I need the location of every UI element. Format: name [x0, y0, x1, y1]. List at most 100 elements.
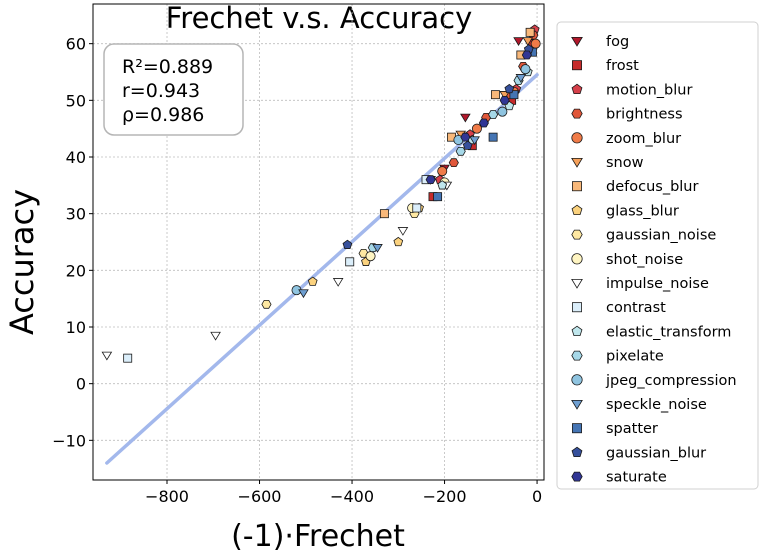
legend-item-speckle-noise: speckle_noise — [571, 397, 707, 413]
legend-item-fog: fog — [571, 34, 629, 50]
legend-item-glass-blur: glass_blur — [571, 203, 679, 219]
data-point-contrast — [345, 257, 355, 267]
data-point-speckle-noise — [372, 244, 383, 253]
data-point-zoom-blur — [437, 166, 448, 177]
y-axis-label: Accuracy — [3, 189, 41, 335]
chart-title: Frechet v.s. Accuracy — [166, 1, 473, 35]
x-ticks: −800 −600 −400 −200 0 — [145, 480, 542, 506]
legend-label-defocus-blur: defocus_blur — [606, 179, 698, 195]
legend-marker-brightness — [571, 108, 583, 119]
y-ticks: −10 0 10 20 30 40 50 60 — [52, 35, 93, 450]
data-point-impulse-noise — [397, 227, 409, 236]
legend-label-speckle-noise: speckle_noise — [606, 397, 707, 413]
legend-label-shot-noise: shot_noise — [606, 252, 683, 268]
y-tick-label: 10 — [66, 318, 86, 337]
series-zoom-blur — [437, 38, 541, 177]
legend-marker-elastic-transform — [571, 325, 583, 337]
data-point-impulse-noise — [332, 278, 344, 287]
data-point-glass-blur — [307, 276, 318, 286]
legend: fog frost motion_blur brightness zoom_blursn… — [556, 21, 759, 490]
legend-marker-motion-blur — [571, 83, 583, 95]
stat-spearman-rho: ρ=0.986 — [122, 104, 204, 126]
stat-pearson-r: r=0.943 — [122, 80, 200, 102]
data-point-saturate — [425, 175, 436, 185]
x-axis-label: (-1)·Frechet — [231, 519, 405, 553]
data-point-impulse-noise — [101, 351, 113, 361]
legend-entries: fog frost motion_blur brightness zoom_blursn… — [571, 34, 737, 486]
data-point-gaussian-blur — [342, 239, 353, 249]
legend-label-fog: fog — [606, 34, 629, 50]
series-pixelate — [367, 76, 524, 253]
data-point-fog — [460, 113, 471, 123]
series-defocus-blur — [379, 27, 535, 219]
x-tick-label: −800 — [145, 487, 189, 506]
data-points — [101, 24, 541, 363]
data-point-shot-noise — [365, 251, 376, 262]
data-point-contrast — [412, 203, 422, 213]
legend-item-motion-blur: motion_blur — [571, 82, 692, 98]
data-point-defocus-blur — [525, 27, 535, 37]
legend-label-gaussian-blur: gaussian_blur — [606, 445, 706, 461]
legend-marker-gaussian-noise — [571, 229, 583, 240]
legend-marker-spatter — [572, 423, 582, 434]
legend-marker-shot-noise — [571, 253, 583, 265]
legend-item-spatter: spatter — [572, 421, 658, 437]
x-tick-label: −600 — [238, 487, 282, 506]
data-point-zoom-blur — [471, 123, 482, 134]
legend-label-gaussian-noise: gaussian_noise — [606, 228, 716, 244]
legend-marker-frost — [572, 60, 582, 71]
x-tick-label: −400 — [330, 487, 374, 506]
legend-marker-gaussian-blur — [571, 446, 583, 458]
data-point-spatter — [433, 192, 443, 202]
x-tick-label: 0 — [532, 487, 542, 506]
legend-label-zoom-blur: zoom_blur — [606, 131, 681, 147]
series-impulse-noise — [101, 181, 453, 361]
legend-label-motion-blur: motion_blur — [606, 82, 692, 98]
y-tick-label: 0 — [76, 375, 86, 394]
legend-label-snow: snow — [606, 155, 644, 171]
series-contrast — [123, 175, 431, 363]
stat-r-squared: R²=0.889 — [122, 56, 213, 78]
series-gaussian-noise — [261, 209, 420, 309]
legend-item-shot-noise: shot_noise — [571, 252, 683, 268]
y-tick-label: 20 — [66, 261, 86, 280]
data-point-speckle-noise — [298, 289, 309, 299]
legend-marker-snow — [571, 157, 583, 168]
legend-label-frost: frost — [606, 58, 639, 74]
legend-marker-fog — [571, 36, 583, 47]
legend-marker-speckle-noise — [571, 399, 583, 410]
legend-item-gaussian-noise: gaussian_noise — [571, 228, 716, 244]
legend-marker-impulse-noise — [571, 278, 583, 289]
data-point-pixelate — [455, 146, 466, 156]
legend-marker-defocus-blur — [572, 181, 582, 192]
data-point-brightness — [448, 158, 459, 168]
legend-label-brightness: brightness — [606, 107, 683, 123]
legend-label-saturate: saturate — [606, 470, 667, 486]
y-tick-label: 40 — [66, 148, 86, 167]
data-point-impulse-noise — [210, 331, 221, 341]
data-point-snow — [499, 91, 510, 100]
data-point-snow — [522, 37, 534, 46]
legend-marker-saturate — [571, 471, 583, 482]
data-point-saturate — [499, 95, 510, 105]
data-point-zoom-blur — [530, 38, 541, 49]
data-point-gaussian-noise — [261, 299, 272, 309]
legend-label-glass-blur: glass_blur — [606, 203, 679, 219]
y-tick-label: 50 — [66, 91, 86, 110]
legend-item-frost: frost — [572, 58, 639, 74]
legend-marker-zoom-blur — [571, 132, 583, 144]
data-point-jpeg-compression — [520, 64, 531, 75]
data-point-pixelate — [488, 110, 499, 119]
legend-item-pixelate: pixelate — [571, 349, 664, 365]
legend-item-elastic-transform: elastic_transform — [571, 324, 731, 340]
legend-item-zoom-blur: zoom_blur — [571, 131, 681, 147]
data-point-spatter — [488, 132, 498, 142]
legend-label-pixelate: pixelate — [606, 349, 664, 365]
data-point-jpeg-compression — [497, 106, 508, 117]
series-glass-blur — [307, 202, 424, 286]
y-tick-label: 60 — [66, 35, 86, 54]
data-point-saturate — [478, 118, 489, 128]
y-tick-label: −10 — [52, 431, 86, 450]
data-point-gaussian-blur — [462, 140, 473, 150]
